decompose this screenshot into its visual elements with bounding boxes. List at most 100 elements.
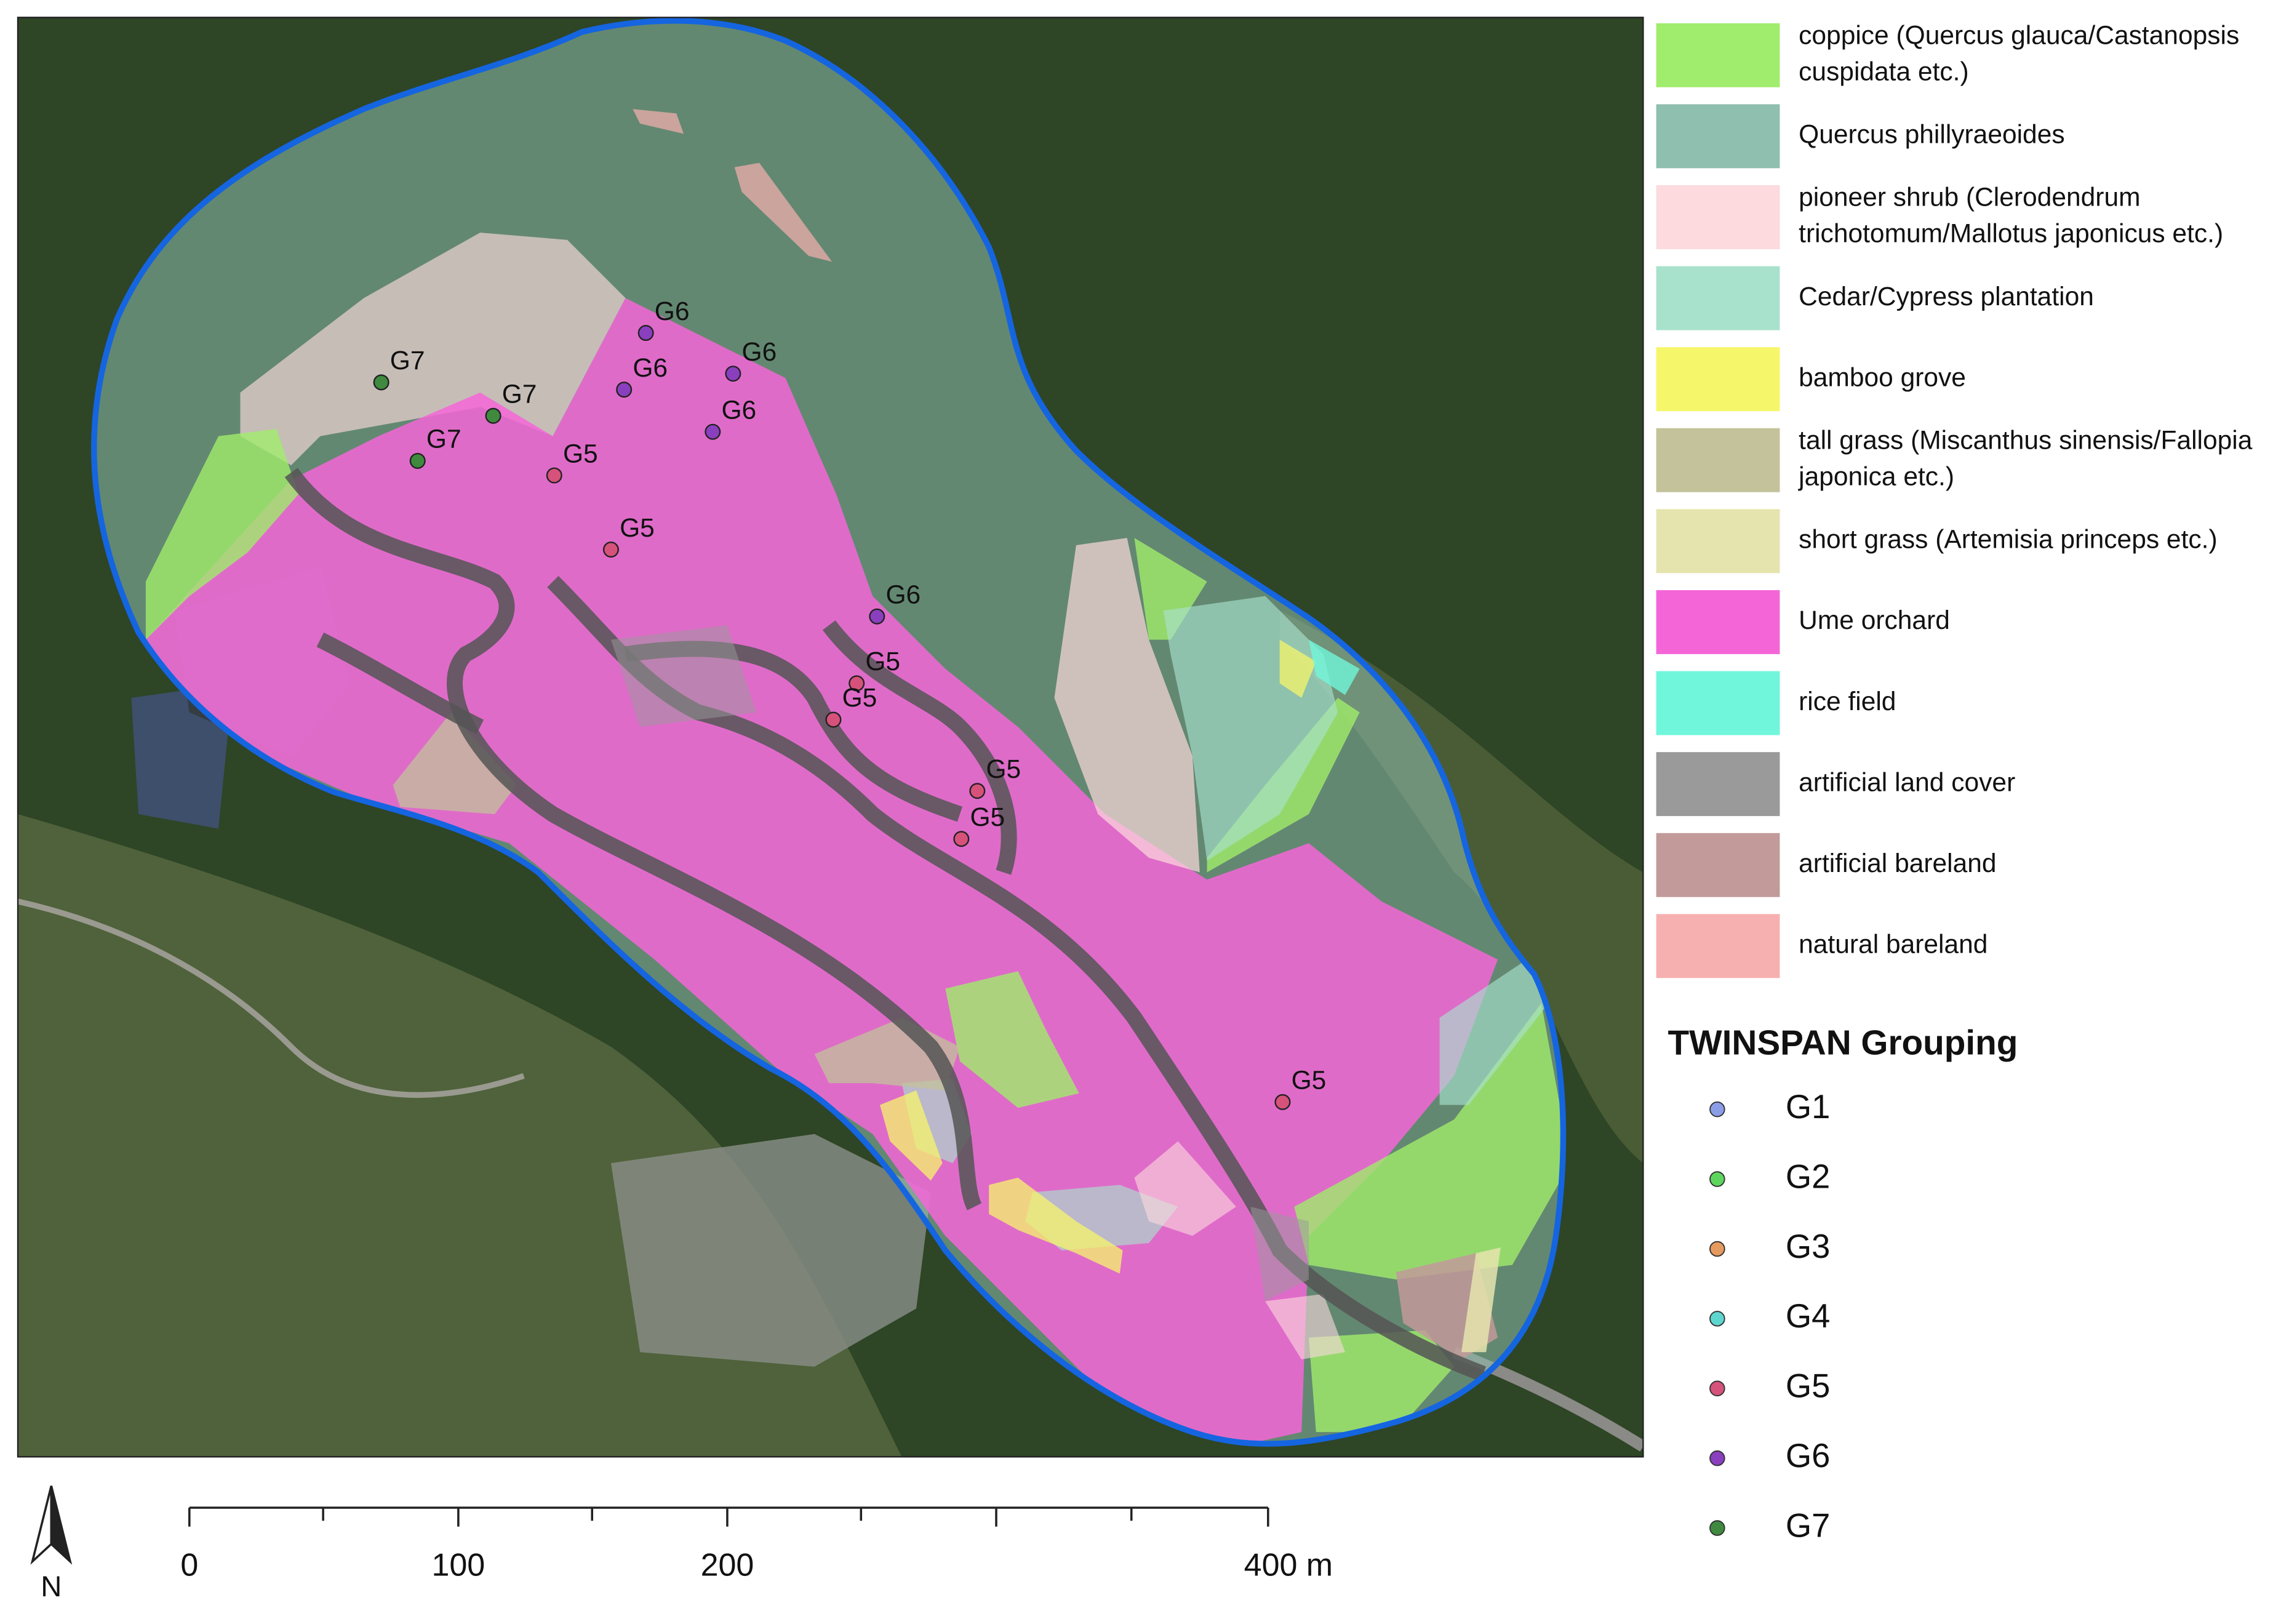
group-label: G6	[1786, 1437, 1830, 1474]
legend-label: artificial bareland	[1799, 849, 1996, 878]
imagery-village	[610, 1134, 931, 1367]
legend-subtitle: TWINSPAN Grouping	[1668, 1024, 2018, 1063]
land-cover-patch	[989, 1177, 1123, 1274]
legend-label: coppice (Quercus glauca/Castanopsis	[1799, 21, 2239, 50]
group-label: G4	[1786, 1297, 1830, 1335]
north-arrow-left	[30, 1486, 53, 1565]
north-arrow-right	[50, 1486, 73, 1565]
land-cover-patch	[145, 428, 298, 640]
plot-label: G5	[970, 803, 1005, 832]
land-cover-patch	[1054, 538, 1200, 873]
plot-label: G5	[563, 439, 598, 468]
land-cover-patch	[880, 1090, 943, 1181]
legend-label: japonica etc.)	[1797, 463, 1954, 492]
group-marker	[1709, 1101, 1725, 1118]
legend-label: tall grass (Miscanthus sinensis/Fallopia	[1799, 426, 2253, 455]
plot-point	[637, 325, 654, 342]
legend-label: rice field	[1799, 687, 1896, 716]
legend-swatch	[1656, 833, 1780, 897]
land-cover-patch	[633, 109, 684, 134]
land-cover-patch	[240, 233, 626, 466]
land-cover-patch	[1134, 538, 1207, 640]
imagery-road	[17, 898, 525, 1098]
land-cover-patch	[945, 971, 1079, 1108]
land-cover-patch	[1308, 1330, 1455, 1433]
map-border	[17, 17, 1644, 1458]
plot-label: G5	[986, 755, 1021, 784]
plot-label: G5	[1292, 1066, 1327, 1095]
scale-label: 400 m	[1244, 1548, 1333, 1583]
plot-label: G6	[655, 297, 690, 326]
land-cover-patch	[1294, 1003, 1564, 1280]
study-area-boundary	[91, 18, 1567, 1447]
land-cover-patch	[1308, 639, 1360, 695]
plot-point	[1274, 1094, 1291, 1110]
land-cover-patch	[734, 162, 833, 262]
plot-label: G7	[502, 380, 537, 409]
land-cover-patch	[1134, 1141, 1236, 1236]
plot-point	[953, 831, 970, 847]
group-marker	[1709, 1171, 1725, 1187]
legend-swatch	[1656, 23, 1780, 87]
legend-label: natural bareland	[1799, 930, 1987, 959]
plot-label: G7	[390, 346, 425, 375]
plot-label: G6	[742, 338, 777, 367]
scale-bar: 0 100 200 400 m	[180, 1506, 1333, 1583]
land-cover-patch	[1439, 959, 1549, 1105]
land-cover-road	[284, 468, 982, 1210]
plot-point	[825, 711, 842, 728]
north-label: N	[41, 1570, 62, 1603]
group-marker	[1709, 1520, 1725, 1536]
legend-swatch	[1656, 347, 1780, 412]
land-cover-road	[316, 632, 484, 734]
legend-label: short grass (Artemisia princeps etc.)	[1799, 526, 2217, 554]
plot-point	[705, 423, 721, 440]
legend-swatch	[1656, 914, 1780, 978]
legend-label: bamboo grove	[1799, 363, 1966, 392]
map-frame: G7 G7 G7 G6 G6 G6 G6 G6 G5 G5 G5 G5 G5 G5 G5	[17, 17, 1644, 1457]
group-label: G2	[1786, 1158, 1830, 1195]
land-cover-patch	[1279, 639, 1316, 698]
north-arrow: N	[30, 1486, 73, 1603]
plot-point	[849, 675, 865, 692]
land-cover-built	[1250, 1206, 1309, 1302]
plot-label: G6	[721, 396, 756, 425]
land-cover-patch	[1265, 1294, 1346, 1360]
group-marker	[1709, 1311, 1725, 1327]
legend-label: Ume orchard	[1799, 606, 1950, 635]
group-marker	[1709, 1450, 1725, 1466]
legend-label: artificial land cover	[1799, 768, 2015, 797]
group-label: G7	[1786, 1506, 1830, 1544]
legend-label: cuspidata etc.)	[1799, 58, 1969, 87]
plot-point	[485, 407, 501, 424]
legend-swatch	[1656, 509, 1780, 574]
legend-swatch	[1656, 428, 1780, 492]
land-cover-road	[822, 620, 1017, 875]
plot-label: G6	[633, 354, 668, 383]
group-label: G3	[1786, 1228, 1830, 1265]
plot-label: G5	[620, 514, 655, 543]
plot-label: G5	[865, 647, 900, 676]
plot-point	[546, 467, 562, 484]
plot-label: G5	[842, 684, 877, 713]
scale-label: 100	[431, 1548, 485, 1583]
plot-point	[869, 608, 885, 625]
legend-label: trichotomum/Mallotus japonicus etc.)	[1799, 220, 2223, 249]
scale-label: 200	[701, 1548, 754, 1583]
group-marker	[1709, 1241, 1725, 1257]
legend-swatch	[1656, 266, 1780, 330]
legend-swatch	[1656, 185, 1780, 249]
legend-label: pioneer shrub (Clerodendrum	[1799, 183, 2140, 212]
scale-label: 0	[180, 1548, 198, 1583]
plot-point	[616, 382, 633, 398]
plot-point	[602, 542, 619, 558]
land-cover-patch	[393, 712, 517, 815]
legend-label: Quercus phillyraeoides	[1799, 121, 2064, 150]
group-marker	[1709, 1380, 1725, 1397]
group-label: G1	[1786, 1088, 1830, 1126]
legend-swatch	[1656, 104, 1780, 169]
plots: G7 G7 G7 G6 G6 G6 G6 G6 G5 G5 G5 G5 G5 G5 G5	[373, 297, 1327, 1110]
plot-point	[409, 452, 426, 469]
